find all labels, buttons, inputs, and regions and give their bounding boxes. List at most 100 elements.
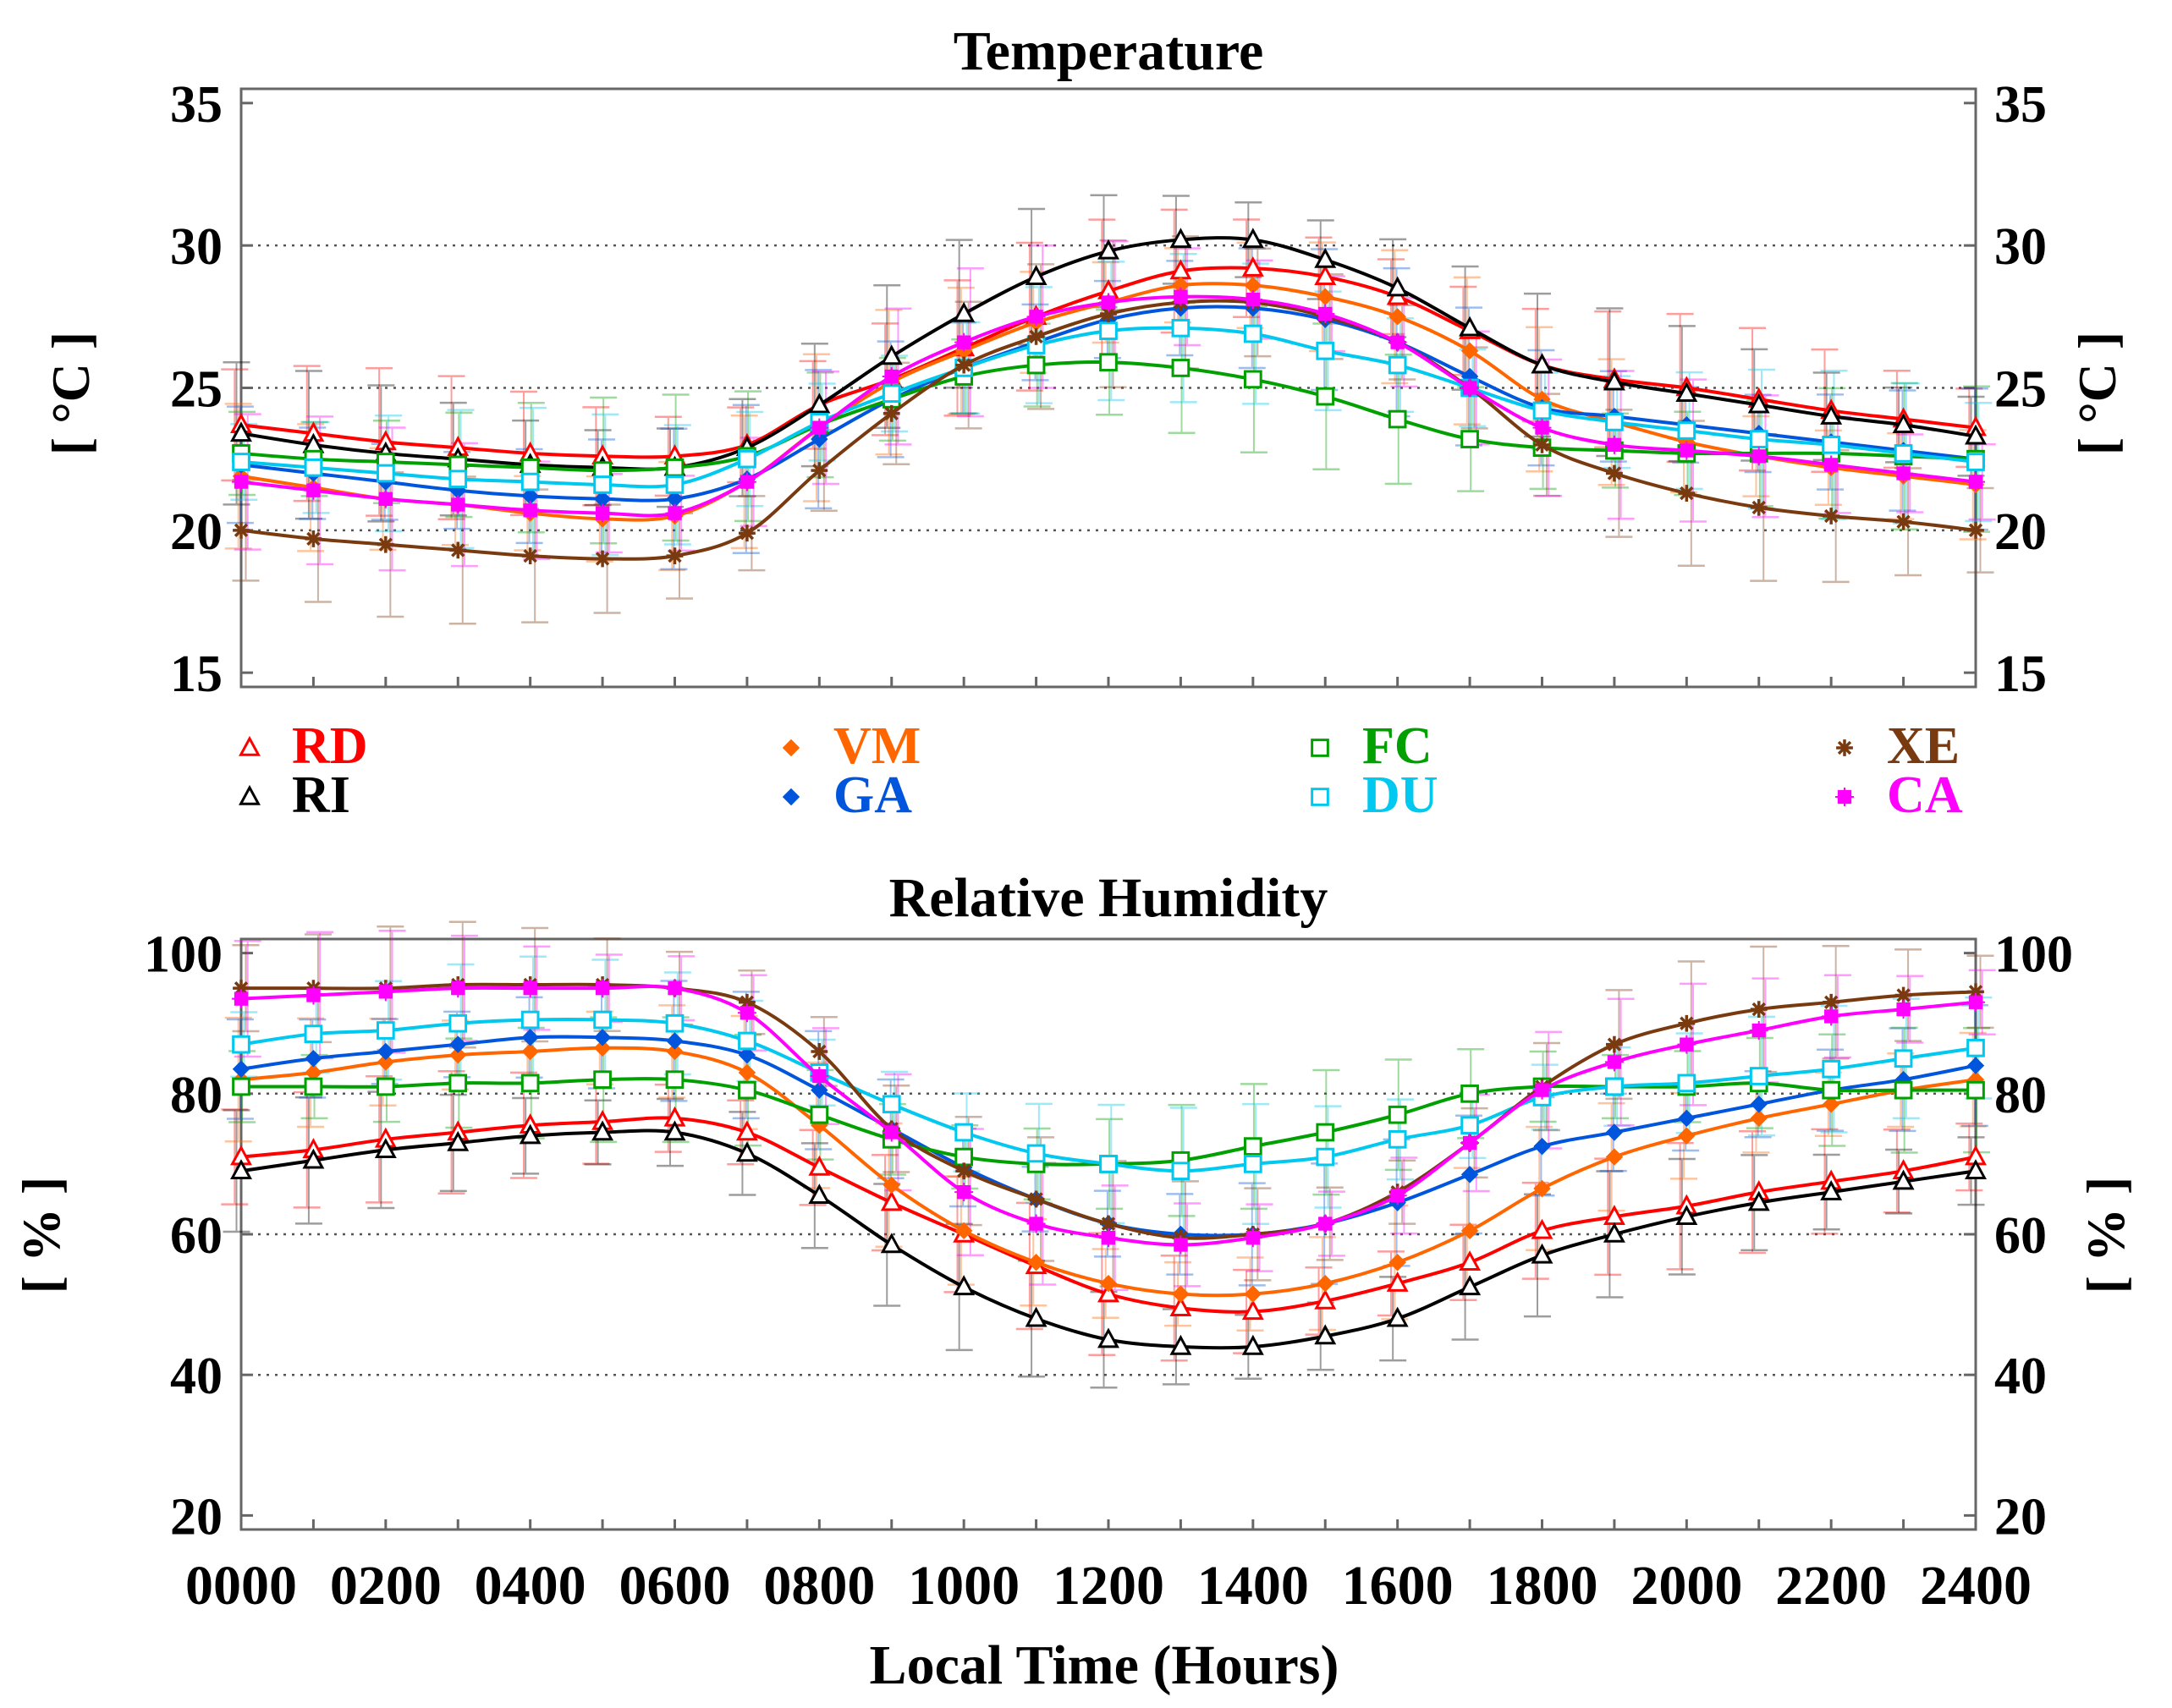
p0-point-FC-12 — [1099, 353, 1118, 372]
p1-point-VM-9 — [883, 1176, 900, 1195]
legend-marker-RI — [239, 784, 261, 805]
p1-point-FC-2 — [376, 1077, 395, 1096]
p1-point-VM-19 — [1605, 1148, 1624, 1166]
p0-point-XE-8 — [811, 462, 828, 480]
p1-point-CA-2-cross — [376, 982, 395, 1002]
p0-point-RI-14 — [1241, 228, 1264, 249]
p0-point-RI-10 — [953, 301, 976, 322]
p0-point-RI-11 — [1025, 265, 1048, 285]
p0-point-XE-0 — [233, 521, 250, 539]
p1-point-RI-22 — [1820, 1179, 1843, 1200]
p1-point-RD-17 — [1459, 1250, 1482, 1271]
p1-point-XE-12 — [1100, 1215, 1117, 1233]
p1-point-RI-9 — [880, 1233, 903, 1254]
p1-point-GA-8 — [811, 1081, 828, 1099]
p0-point-DU-23 — [1894, 444, 1913, 463]
p1-point-VM-15 — [1317, 1274, 1334, 1293]
p1-point-RI-0 — [230, 1159, 252, 1179]
p1-point-CA-11-cross — [1026, 1214, 1046, 1233]
p0-point-XE-6 — [666, 547, 684, 565]
legend-label-RI: RI — [292, 766, 350, 824]
p1-ytick-left-100: 100 — [144, 926, 223, 984]
p0-point-DU-0 — [232, 453, 250, 471]
p0-point-CA-0-cross — [232, 472, 250, 492]
p1-ytick-right-80: 80 — [1994, 1067, 2047, 1124]
p1-point-XE-8 — [811, 1043, 828, 1060]
p1-xtick-label-2000: 2000 — [1630, 1555, 1742, 1617]
p0-point-RI-18 — [1531, 353, 1553, 374]
p0-point-XE-23 — [1894, 513, 1912, 530]
p1-point-VM-2 — [377, 1053, 395, 1071]
p0-point-RI-15 — [1314, 247, 1337, 268]
p0-point-XE-19 — [1606, 464, 1623, 482]
p0-point-CA-8-cross — [810, 418, 829, 437]
p1-point-CA-13-cross — [1171, 1235, 1190, 1255]
p0-point-CA-20-cross — [1677, 441, 1696, 460]
p0-point-RI-0 — [230, 421, 252, 442]
p1-point-FC-16 — [1388, 1105, 1407, 1124]
temperature-ylabel-right: [ °C ] — [2067, 332, 2127, 455]
p0-point-DU-24 — [1966, 453, 1985, 471]
p0-point-RI-16 — [1386, 276, 1409, 297]
p0-point-FC-6 — [665, 458, 685, 477]
p0-ytick-right-35: 35 — [1994, 76, 2047, 134]
p1-point-CA-24-cross — [1966, 992, 1985, 1012]
p0-point-RI-22 — [1820, 404, 1843, 425]
p1-point-FC-3 — [448, 1074, 468, 1093]
legend-label-DU: DU — [1362, 766, 1438, 824]
p1-xtick-label-0000: 0000 — [185, 1555, 297, 1617]
p1-ytick-left-60: 60 — [170, 1207, 223, 1265]
p0-point-VM-16 — [1388, 308, 1406, 326]
p1-point-FC-22 — [1822, 1080, 1841, 1100]
p1-point-FC-1 — [304, 1077, 323, 1096]
p1-point-GA-6 — [666, 1032, 684, 1050]
p1-point-FC-17 — [1460, 1084, 1479, 1103]
p1-ytick-right-100: 100 — [1994, 926, 2073, 984]
legend-marker-VM — [782, 739, 800, 757]
p1-xtick-label-0600: 0600 — [619, 1555, 731, 1617]
p0-point-DU-13 — [1171, 318, 1190, 338]
p0-point-CA-1-cross — [304, 481, 323, 500]
p1-point-FC-8 — [810, 1105, 829, 1124]
p1-point-XE-11 — [1027, 1190, 1045, 1208]
temperature-ylabel-left: [ °C ] — [41, 332, 101, 455]
p0-point-VM-17 — [1460, 342, 1479, 360]
p1-ytick-left-40: 40 — [170, 1348, 223, 1405]
p1-point-GA-1 — [305, 1050, 322, 1068]
p1-series-line-DU — [240, 1018, 1977, 1173]
p0-point-DU-12 — [1099, 321, 1118, 341]
p1-point-VM-13 — [1172, 1285, 1190, 1303]
p0-point-RD-14 — [1241, 255, 1264, 277]
p0-point-CA-17-cross — [1460, 378, 1480, 398]
p1-point-DU-21 — [1749, 1067, 1768, 1085]
p1-point-RI-6 — [663, 1120, 686, 1141]
p0-point-XE-12 — [1100, 305, 1117, 322]
legend-marker-RD — [239, 735, 261, 756]
p1-point-DU-4 — [520, 1010, 540, 1030]
p1-point-RI-10 — [953, 1275, 976, 1296]
p1-point-FC-10 — [954, 1147, 974, 1167]
p1-point-GA-18 — [1533, 1137, 1551, 1156]
p1-point-RD-7 — [735, 1120, 758, 1141]
p0-point-RD-15 — [1314, 265, 1337, 285]
legend-label-XE: XE — [1887, 717, 1960, 775]
p1-point-RI-24 — [1965, 1159, 1987, 1179]
p1-point-XE-22 — [1823, 993, 1840, 1011]
p0-point-CA-10-cross — [954, 332, 974, 352]
p1-point-FC-4 — [520, 1074, 540, 1093]
p1-point-DU-14 — [1243, 1155, 1262, 1173]
p1-point-CA-9-cross — [882, 1123, 901, 1142]
p1-point-GA-17 — [1460, 1166, 1479, 1184]
p0-point-FC-13 — [1171, 359, 1190, 377]
p1-point-CA-17-cross — [1460, 1133, 1480, 1152]
p1-point-RI-12 — [1097, 1327, 1119, 1348]
p1-point-VM-7 — [738, 1063, 756, 1082]
p1-point-CA-14-cross — [1243, 1228, 1262, 1248]
p0-point-CA-9-cross — [882, 367, 901, 387]
p0-point-CA-3-cross — [448, 495, 468, 514]
p1-point-FC-23 — [1894, 1080, 1913, 1100]
p1-point-XE-24 — [1967, 983, 1984, 1001]
p0-point-CA-24-cross — [1966, 472, 1985, 492]
p1-point-FC-7 — [738, 1080, 756, 1100]
p1-point-DU-5 — [593, 1010, 612, 1030]
